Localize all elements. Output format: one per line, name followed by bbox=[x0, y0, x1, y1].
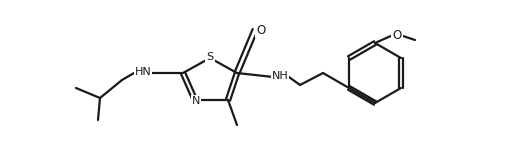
Text: O: O bbox=[391, 29, 401, 41]
Text: NH: NH bbox=[271, 71, 288, 81]
Text: O: O bbox=[256, 23, 265, 36]
Text: HN: HN bbox=[134, 67, 151, 77]
Text: N: N bbox=[191, 96, 200, 106]
Text: S: S bbox=[206, 52, 213, 62]
